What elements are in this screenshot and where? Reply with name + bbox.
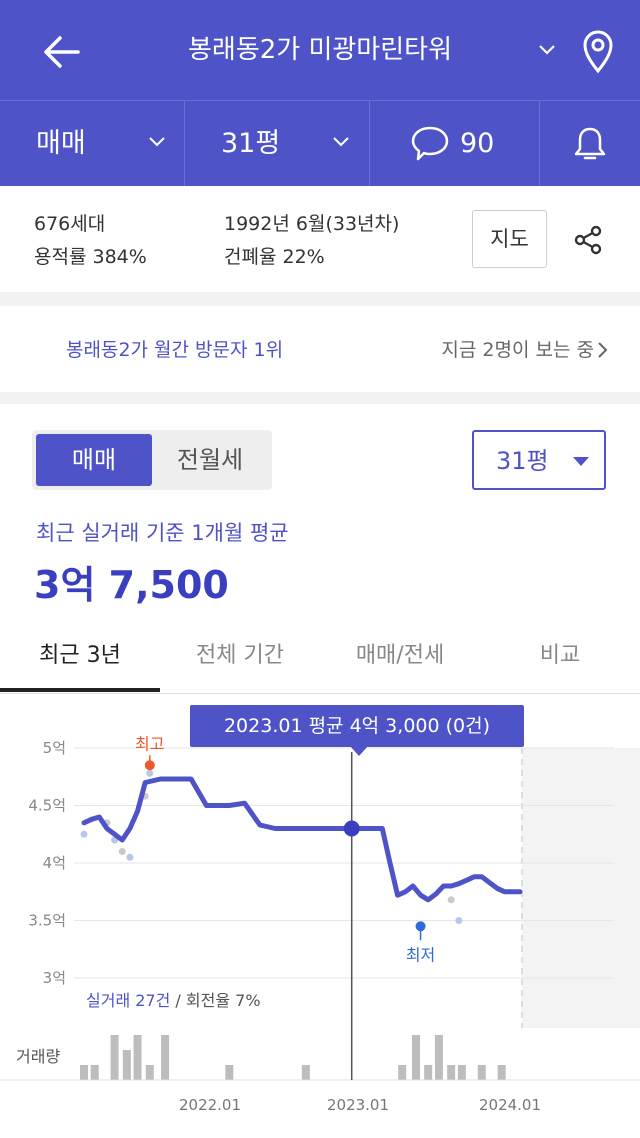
volume-bar <box>90 1065 99 1080</box>
volume-bar <box>497 1065 506 1080</box>
x-tick-label: 2023.01 <box>327 1096 389 1114</box>
app-header: 봉래동2가 미광마린타워 <box>0 0 640 100</box>
size-select[interactable]: 31평 <box>472 430 606 490</box>
max-label: 최고 <box>135 734 164 753</box>
arrow-left-icon[interactable] <box>38 28 86 76</box>
average-label: 최근 실거래 기준 1개월 평균 <box>36 521 289 545</box>
average-value: 3억 7,500 <box>34 563 229 607</box>
deal-type-label: 매매 <box>36 128 86 159</box>
y-tick-label: 3억 <box>43 969 66 987</box>
volume-label: 거래량 <box>16 1047 60 1066</box>
deal-type-toggle: 매매 전월세 <box>32 430 272 490</box>
comments-button[interactable]: 90 <box>370 101 540 187</box>
turnover-rate: / 회전율 7% <box>170 991 260 1010</box>
volume-bar <box>122 1050 131 1080</box>
map-pin-icon[interactable] <box>578 28 618 74</box>
y-tick-label: 3.5억 <box>28 912 66 930</box>
active-tab-indicator <box>0 688 160 692</box>
trade-point <box>146 769 154 777</box>
trade-summary: 실거래 27건 / 회전율 7% <box>86 991 261 1010</box>
volume-bar <box>301 1065 310 1080</box>
trade-point <box>447 896 455 904</box>
page-title[interactable]: 봉래동2가 미광마린타워 <box>187 35 452 65</box>
trade-point <box>455 917 463 924</box>
max-marker <box>144 760 155 771</box>
rent-toggle[interactable]: 전월세 <box>176 446 244 474</box>
caret-down-icon <box>573 457 589 466</box>
volume-bar <box>457 1065 466 1080</box>
y-tick-label: 5억 <box>43 739 66 757</box>
tab-sale-jeonse[interactable]: 매매/전세 <box>355 643 445 668</box>
tab-compare[interactable]: 비교 <box>539 643 581 668</box>
chat-bubble-icon <box>411 126 449 161</box>
sale-toggle[interactable]: 매매 <box>36 434 152 486</box>
volume-bar <box>411 1035 420 1080</box>
alert-button[interactable] <box>540 101 640 187</box>
comment-count: 90 <box>460 128 495 159</box>
section-divider <box>0 392 640 404</box>
chevron-down-icon[interactable] <box>536 38 558 60</box>
households: 676세대 <box>34 213 106 235</box>
volume-bar <box>145 1065 154 1080</box>
volume-bar <box>447 1065 456 1080</box>
chevron-right-icon[interactable] <box>596 341 610 359</box>
volume-bar <box>225 1065 234 1080</box>
volume-bar <box>398 1065 407 1080</box>
y-tick-label: 4.5억 <box>28 797 66 815</box>
size-select-value: 31평 <box>496 447 549 475</box>
price-line <box>81 776 523 903</box>
trade-count: 실거래 27건 <box>86 991 170 1010</box>
x-tick-label: 2022.01 <box>179 1096 241 1114</box>
map-button[interactable]: 지도 <box>472 210 547 268</box>
period-tabs: 최근 3년 전체 기간 매매/전세 비교 <box>0 630 640 694</box>
volume-bar <box>434 1035 443 1080</box>
chevron-down-icon <box>333 137 349 147</box>
volume-bar <box>161 1035 170 1080</box>
volume-bar <box>133 1035 142 1080</box>
min-label: 최저 <box>406 945 435 964</box>
trade-point <box>118 848 126 855</box>
future-area <box>522 748 640 1028</box>
chevron-down-icon <box>149 137 165 147</box>
rank-text[interactable]: 봉래동2가 월간 방문자 1위 <box>66 339 284 361</box>
built-date: 1992년 6월(33년차) <box>224 213 400 235</box>
deal-type-dropdown[interactable]: 매매 <box>0 101 185 187</box>
highlight-point <box>343 820 360 837</box>
x-tick-label: 2024.01 <box>479 1096 541 1114</box>
trade-point <box>80 830 88 838</box>
bell-icon <box>574 127 606 160</box>
chart-tooltip: 2023.01 평균 4억 3,000 (0건) <box>190 705 524 747</box>
filter-bar: 매매 31평 90 <box>0 100 640 187</box>
size-label: 31평 <box>221 128 281 159</box>
size-dropdown[interactable]: 31평 <box>185 101 370 187</box>
tab-all-period[interactable]: 전체 기간 <box>196 643 284 668</box>
volume-bar <box>110 1035 119 1080</box>
coverage-ratio: 건폐율 22% <box>224 246 325 268</box>
chart-tooltip-pointer <box>350 746 368 756</box>
section-divider <box>0 292 640 306</box>
rank-banner[interactable] <box>0 306 640 392</box>
volume-bar <box>424 1065 433 1080</box>
volume-bar <box>80 1065 88 1080</box>
y-tick-label: 4억 <box>43 854 66 872</box>
tab-recent-3y[interactable]: 최근 3년 <box>39 643 121 668</box>
floor-area-ratio: 용적률 384% <box>34 246 147 268</box>
share-icon[interactable] <box>572 224 604 256</box>
min-marker <box>415 921 426 932</box>
trade-point <box>126 853 134 861</box>
viewer-count[interactable]: 지금 2명이 보는 중 <box>441 339 594 361</box>
volume-bar <box>477 1065 486 1080</box>
